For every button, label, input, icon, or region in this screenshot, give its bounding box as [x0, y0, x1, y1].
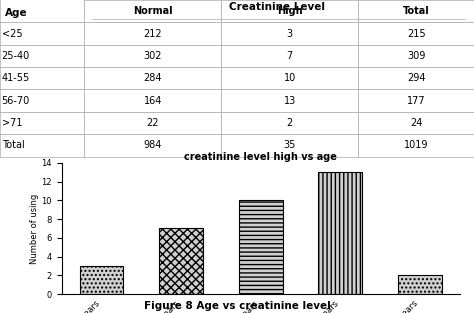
- Text: Figure 8 Age vs creatinine level: Figure 8 Age vs creatinine level: [144, 301, 330, 311]
- Y-axis label: Number of using: Number of using: [29, 193, 38, 264]
- Text: Creatinine Level: Creatinine Level: [229, 2, 325, 12]
- Bar: [80, 266, 123, 294]
- Text: Age: Age: [5, 8, 27, 18]
- Bar: [239, 200, 283, 294]
- Bar: [319, 172, 362, 294]
- Bar: [398, 275, 442, 294]
- Bar: [159, 228, 203, 294]
- Title: creatinine level high vs age: creatinine level high vs age: [184, 152, 337, 162]
